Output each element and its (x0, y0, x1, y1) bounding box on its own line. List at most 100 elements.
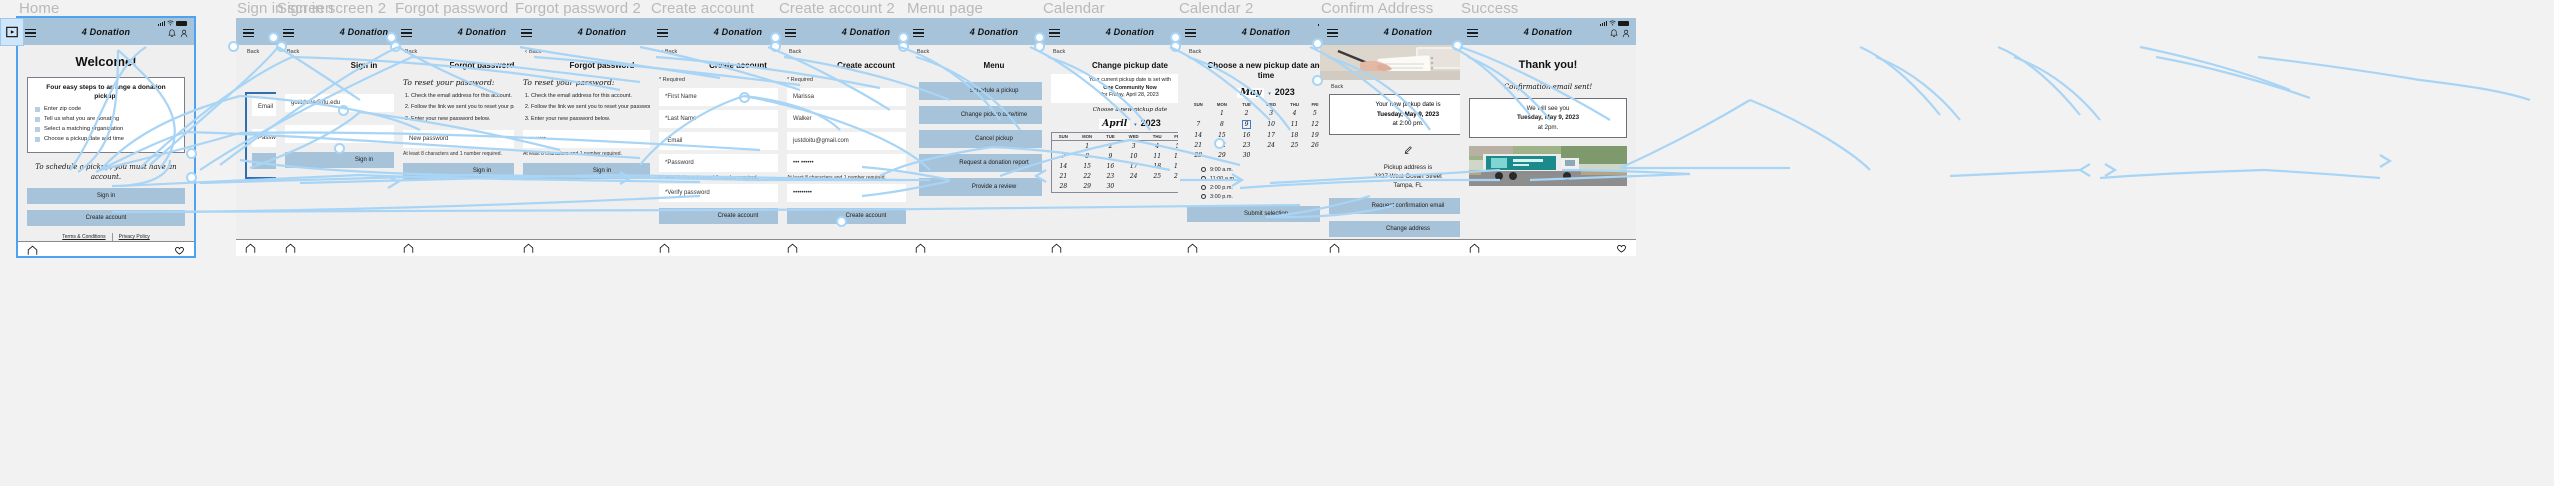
day-cell[interactable]: 25 (1290, 142, 1299, 150)
user-account-icon[interactable] (1622, 29, 1630, 38)
day-cell[interactable]: 26 (1311, 142, 1319, 150)
frame-title-forgot-password[interactable]: Forgot password (395, 0, 509, 17)
day-cell[interactable]: 19 (1168, 161, 1187, 171)
bell-icon[interactable] (1610, 29, 1618, 38)
day-cell[interactable] (1284, 151, 1306, 161)
hotspot-dot[interactable] (1034, 41, 1045, 52)
hotspot-dot[interactable] (898, 41, 909, 52)
month-value[interactable]: May (1237, 88, 1265, 98)
hotspot-dot[interactable] (338, 105, 349, 116)
day-cell[interactable]: 29 (1083, 183, 1091, 191)
heart-icon[interactable] (1616, 243, 1627, 254)
day-cell[interactable]: 29 (1218, 152, 1226, 160)
day-cell[interactable]: 2 (1244, 109, 1249, 117)
day-cell[interactable]: 21 (1059, 173, 1068, 181)
sign-in-button[interactable]: Sign in (27, 188, 185, 205)
day-cell[interactable] (1187, 108, 1210, 118)
frame-title-success[interactable]: Success (1461, 0, 1519, 17)
day-cell[interactable]: 8 (1085, 152, 1090, 160)
time-slot-option[interactable]: 3:00 p.m. (1201, 194, 1345, 200)
day-cell[interactable]: 9 (1108, 152, 1113, 160)
day-cell[interactable]: 16 (1242, 131, 1251, 139)
edit-pencil-icon[interactable] (1329, 141, 1487, 159)
day-cell[interactable]: 30 (1242, 152, 1251, 160)
home-icon[interactable] (915, 243, 926, 254)
frame-title-sign-in[interactable]: Sign in screen (237, 0, 334, 17)
frame-home[interactable]: Home 4 Donation Welcome! Four easy step (16, 0, 197, 258)
frame-title-confirm-address[interactable]: Confirm Address (1321, 0, 1434, 17)
hotspot-dot[interactable] (770, 41, 781, 52)
day-cell[interactable] (1259, 151, 1284, 161)
time-slot-option[interactable]: 9:00 a.m. (1201, 167, 1345, 173)
chevron-down-icon[interactable]: ▾ (1268, 91, 1271, 97)
day-cell[interactable]: 24 (1129, 173, 1138, 181)
hotspot-dot[interactable] (739, 92, 750, 103)
day-cell[interactable]: 15 (1218, 131, 1226, 139)
home-icon[interactable] (403, 243, 414, 254)
create-account-button[interactable]: Create account (27, 210, 185, 227)
day-cell[interactable] (1121, 182, 1146, 192)
hamburger-menu-icon[interactable] (1049, 29, 1060, 39)
change-address-button[interactable]: Change address (1329, 220, 1487, 237)
hotspot-dot[interactable] (1170, 41, 1181, 52)
day-cell[interactable]: 2 (1108, 142, 1113, 150)
day-cell[interactable]: 30 (1106, 183, 1115, 191)
home-icon[interactable] (1329, 243, 1340, 254)
hotspot-dot[interactable] (836, 216, 847, 227)
hamburger-menu-icon[interactable] (521, 29, 532, 39)
hotspot-dot[interactable] (268, 32, 279, 43)
day-cell[interactable]: 14 (1059, 162, 1068, 170)
hotspot-dot[interactable] (1312, 38, 1323, 49)
day-cell[interactable]: 10 (1129, 152, 1138, 160)
hamburger-menu-icon[interactable] (25, 29, 36, 39)
day-cell[interactable]: 7 (1061, 152, 1066, 160)
day-cell[interactable]: 14 (1194, 131, 1203, 139)
home-icon[interactable] (245, 243, 256, 254)
bell-icon[interactable] (168, 29, 176, 38)
day-cell[interactable]: 1 (1085, 142, 1090, 150)
radio-icon[interactable] (1201, 167, 1206, 173)
day-cell[interactable]: 16 (1106, 162, 1115, 170)
day-cell[interactable]: 18 (1153, 162, 1162, 170)
radio-icon[interactable] (1201, 194, 1206, 200)
heart-icon[interactable] (174, 245, 185, 256)
frame-success[interactable]: Success 4 Donation Thank you! Confirmati… (1452, 0, 1636, 256)
day-cell[interactable]: 22 (1083, 173, 1091, 181)
day-cell[interactable]: 17 (1267, 131, 1275, 139)
privacy-link[interactable]: Privacy Policy (118, 234, 150, 241)
hamburger-menu-icon[interactable] (1467, 29, 1478, 39)
day-cell[interactable]: 15 (1083, 162, 1091, 170)
hamburger-menu-icon[interactable] (283, 29, 294, 39)
day-cell[interactable]: 21 (1194, 142, 1203, 150)
time-slot-option[interactable]: 2:00 p.m. (1201, 185, 1345, 191)
day-cell[interactable]: 19 (1311, 131, 1319, 139)
day-cell[interactable]: 3 (1269, 109, 1274, 117)
hamburger-menu-icon[interactable] (243, 29, 254, 39)
home-icon[interactable] (285, 243, 296, 254)
hotspot-dot[interactable] (228, 41, 239, 52)
hotspot-dot[interactable] (1452, 40, 1463, 51)
home-icon[interactable] (1187, 243, 1198, 254)
radio-icon[interactable] (1201, 185, 1206, 191)
day-cell[interactable]: 23 (1106, 173, 1115, 181)
home-icon[interactable] (27, 245, 38, 256)
day-cell[interactable]: 8 (1220, 120, 1224, 128)
prototype-play-chip[interactable] (0, 18, 24, 46)
day-cell[interactable]: 28 (1059, 183, 1068, 191)
day-cell[interactable]: 12 (1311, 120, 1319, 128)
day-cell[interactable]: 4 (1292, 109, 1297, 117)
day-cell[interactable]: 18 (1290, 131, 1299, 139)
home-icon[interactable] (1051, 243, 1062, 254)
day-cell[interactable]: 1 (1220, 109, 1224, 117)
day-cell[interactable]: 11 (1290, 120, 1299, 128)
frame-title-forgot-password-2[interactable]: Forgot password 2 (515, 0, 641, 17)
frame-title-calendar-2[interactable]: Calendar 2 (1179, 0, 1254, 17)
hotspot-dot[interactable] (390, 41, 401, 52)
user-account-icon[interactable] (180, 29, 188, 38)
hamburger-menu-icon[interactable] (1185, 29, 1196, 39)
day-cell[interactable]: 26 (1168, 172, 1187, 182)
home-icon[interactable] (787, 243, 798, 254)
day-cell[interactable] (1052, 141, 1075, 152)
day-cell[interactable]: 17 (1129, 162, 1138, 170)
day-cell[interactable]: 7 (1196, 120, 1201, 128)
